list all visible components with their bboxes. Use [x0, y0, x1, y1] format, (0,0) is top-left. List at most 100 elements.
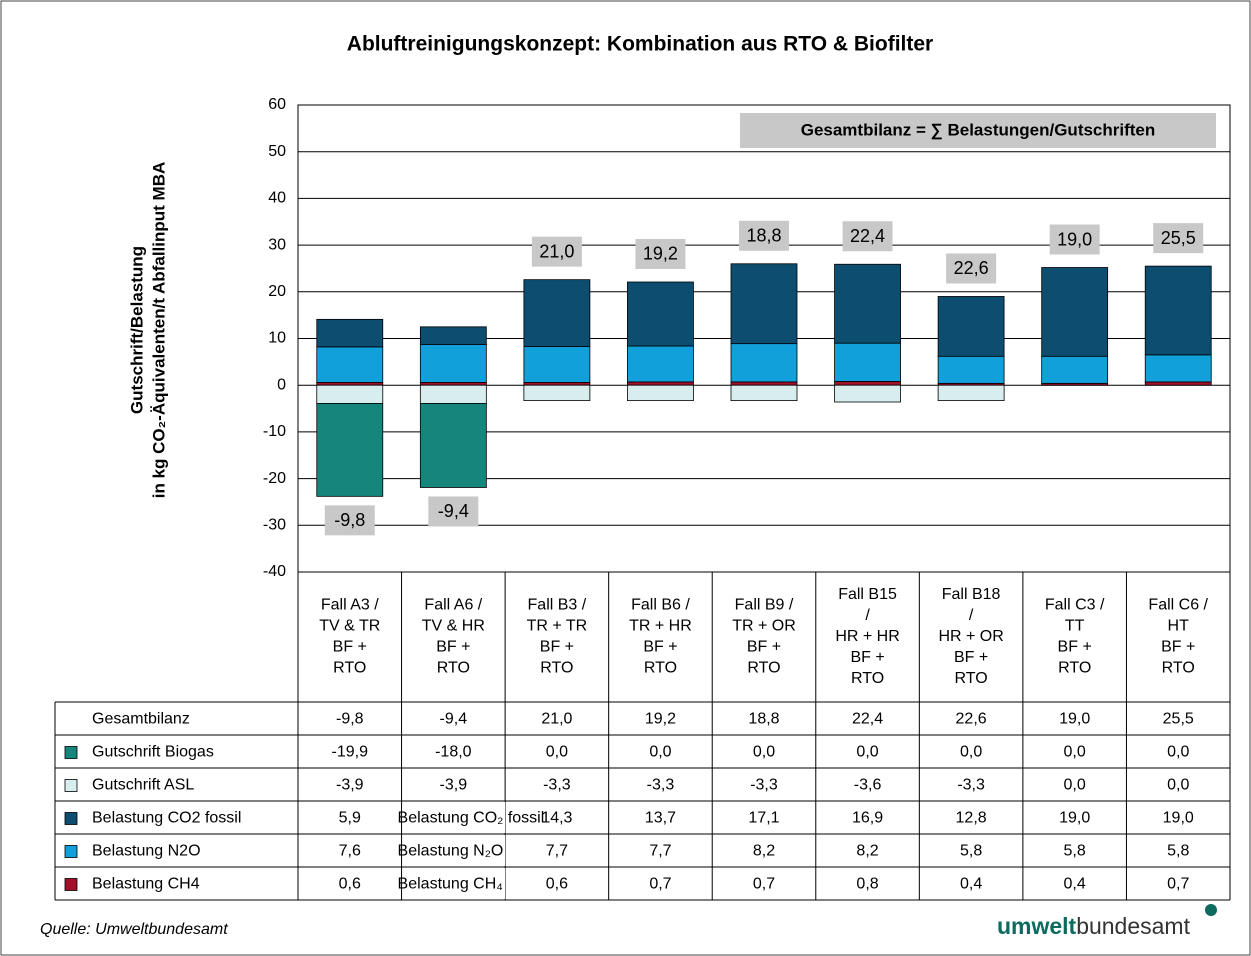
- x-tick-label: BF +: [643, 639, 677, 656]
- chart-title: Abluftreinigungskonzept: Kombination aus…: [347, 33, 933, 56]
- y-axis-label: Gutschrift/Belastung: [127, 246, 146, 414]
- logo: umweltbundesamt: [997, 913, 1191, 939]
- bar-segment: [627, 281, 694, 347]
- x-tick-label: Fall B6 /: [631, 597, 690, 614]
- y-tick-label: 60: [268, 96, 286, 113]
- y-tick-label: 50: [268, 143, 286, 160]
- bar-segment: [937, 355, 1005, 384]
- table-cell: 8,2: [753, 843, 775, 860]
- x-tick-label: RTO: [747, 660, 780, 677]
- table-cell: 0,6: [339, 876, 361, 893]
- x-tick-label: RTO: [644, 660, 677, 677]
- legend-label: Belastung CH4: [92, 876, 200, 893]
- x-tick-label: Fall A6 /: [424, 597, 482, 614]
- table-cell: 5,8: [960, 843, 982, 860]
- bar-segment: [419, 403, 487, 488]
- bar-segment: [834, 342, 901, 382]
- x-tick-label: BF +: [954, 649, 988, 666]
- x-tick-label: Fall C6 /: [1148, 597, 1208, 614]
- x-tick-label: Fall C3 /: [1045, 597, 1105, 614]
- table-cell: -3,3: [957, 777, 985, 794]
- table-cell: -3,9: [336, 777, 364, 794]
- table-cell: -19,9: [332, 744, 369, 761]
- x-tick-label: RTO: [1058, 660, 1091, 677]
- y-tick-label: 40: [268, 190, 286, 207]
- table-cell: -9,4: [440, 711, 468, 728]
- bar-segment: [937, 384, 1005, 402]
- bar-segment: [730, 263, 798, 345]
- table-cell: -18,0: [435, 744, 472, 761]
- total-label: -9,8: [334, 510, 365, 530]
- x-tick-label: /: [865, 607, 870, 624]
- legend-swatch: [64, 878, 78, 891]
- x-tick-label: Fall B18: [942, 586, 1001, 603]
- x-tick-label: RTO: [333, 660, 366, 677]
- x-tick-label: RTO: [540, 660, 573, 677]
- table-cell: 19,0: [1059, 711, 1090, 728]
- table-cell: 14,3: [541, 810, 572, 827]
- bar-segment: [1041, 267, 1109, 357]
- x-tick-label: Fall B3 /: [528, 597, 587, 614]
- bar-segment: [419, 326, 487, 345]
- table-cell: -3,3: [647, 777, 675, 794]
- y-tick-label: -40: [263, 563, 286, 580]
- legend-label: Gutschrift ASL: [92, 777, 194, 794]
- bar-segment: [523, 384, 591, 402]
- table-cell: 7,6: [339, 843, 361, 860]
- table-cell: 21,0: [541, 711, 572, 728]
- total-label: 18,8: [746, 226, 781, 246]
- total-label: 19,2: [643, 244, 678, 264]
- y-tick-label: 30: [268, 236, 286, 253]
- x-tick-label: BF +: [540, 639, 574, 656]
- legend-label: Gutschrift Biogas: [92, 744, 214, 761]
- y-tick-label: 20: [268, 283, 286, 300]
- bar-segment: [627, 345, 694, 383]
- x-tick-label: BF +: [747, 639, 781, 656]
- x-tick-label: Fall B9 /: [735, 597, 794, 614]
- logo-part: umwelt: [997, 913, 1077, 939]
- bar-segment: [316, 403, 384, 497]
- bar-segment: [834, 381, 901, 386]
- total-box: [842, 221, 893, 252]
- bar-segment: [419, 384, 487, 404]
- x-tick-label: RTO: [1162, 660, 1195, 677]
- x-tick-label: RTO: [955, 670, 988, 687]
- legend-swatch: [64, 845, 78, 858]
- table-cell: 22,6: [956, 711, 987, 728]
- bar-segment: [316, 318, 384, 348]
- total-box: [428, 496, 479, 527]
- plot-border: [297, 104, 1231, 573]
- table-cell: 0,7: [753, 876, 775, 893]
- table-cell: 7,7: [649, 843, 671, 860]
- x-tick-label: RTO: [851, 670, 884, 687]
- y-tick-label: -10: [263, 423, 286, 440]
- table-cell: 7,7: [546, 843, 568, 860]
- bar-segment: [523, 279, 591, 347]
- table-cell: 25,5: [1163, 711, 1194, 728]
- y-tick-label: -30: [263, 517, 286, 534]
- y-tick-label: 0: [277, 376, 286, 393]
- table-cell: 0,0: [856, 744, 878, 761]
- bar-segment: [834, 263, 901, 344]
- total-box: [324, 505, 375, 536]
- table-cell: -3,3: [750, 777, 778, 794]
- bar-segment: [523, 346, 591, 383]
- legend-swatch: [64, 746, 78, 759]
- legend-label: Belastung CO2 fossil: [92, 810, 241, 827]
- bar-segment: [523, 381, 591, 386]
- table-cell-overlay: Belastung CH₄: [398, 876, 503, 893]
- y-axis-label: in kg CO₂-Äquivalenten/t Abfallinput MBA: [149, 162, 168, 499]
- total-box: [531, 236, 582, 267]
- total-box: [635, 238, 686, 269]
- x-tick-label: BF +: [850, 649, 884, 666]
- source: Quelle: Umweltbundesamt: [40, 921, 228, 938]
- row-label: Gesamtbilanz: [92, 711, 190, 728]
- bar-segment: [316, 346, 384, 383]
- table-cell: 0,0: [1064, 777, 1086, 794]
- x-tick-label: HR + HR: [835, 628, 899, 645]
- x-tick-label: TV & HR: [422, 618, 485, 635]
- cell-cover: [402, 835, 506, 866]
